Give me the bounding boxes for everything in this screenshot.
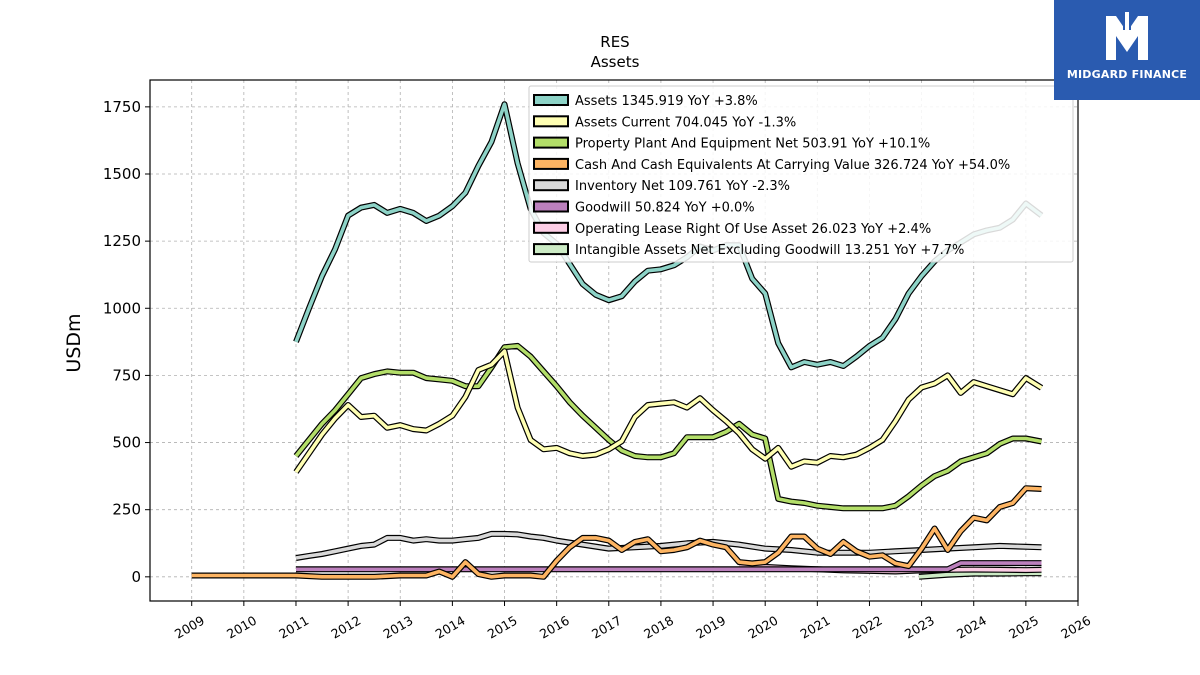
- y-tick-label: 1250: [103, 232, 141, 250]
- legend-entry: Operating Lease Right Of Use Asset 26.02…: [533, 221, 931, 237]
- series-line: [294, 349, 1043, 474]
- chart-title: RES: [600, 33, 629, 51]
- x-tick-label: 2016: [537, 613, 572, 642]
- x-tick-label: 2023: [902, 613, 937, 642]
- series-intangible-assets-net-excluding-goodwill: [918, 570, 1042, 580]
- x-tick-label: 2009: [172, 613, 207, 642]
- legend-entry: Property Plant And Equipment Net 503.91 …: [533, 136, 930, 152]
- legend-entry: Assets 1345.919 YoY +3.8%: [533, 94, 758, 109]
- y-axis-label: USDm: [63, 313, 85, 372]
- series-inventory-net: [295, 530, 1042, 561]
- legend-label: Property Plant And Equipment Net 503.91 …: [575, 137, 930, 152]
- series-cash-and-cash-equivalents-at-carrying-value: [191, 485, 1042, 580]
- x-tick-label: 2014: [433, 613, 468, 642]
- x-tick-label: 2010: [224, 613, 259, 642]
- legend-swatch: [533, 221, 569, 234]
- x-tick-label: 2013: [380, 613, 415, 642]
- y-tick-label: 1500: [103, 165, 141, 183]
- x-tick-label: 2022: [850, 613, 885, 642]
- x-tick-label: 2011: [276, 613, 311, 642]
- series-assets: [293, 101, 1044, 371]
- chart-subtitle: Assets: [591, 53, 640, 71]
- x-tick-label: 2015: [485, 613, 520, 642]
- legend-swatch: [533, 157, 569, 170]
- series-goodwill: [296, 560, 1042, 573]
- midgard-logo-mark-icon: [1106, 10, 1148, 60]
- legend-swatch: [533, 179, 569, 192]
- x-tick-label: 2026: [1058, 613, 1093, 642]
- legend-entry: Assets Current 704.045 YoY -1.3%: [533, 115, 796, 130]
- legend-entry: Goodwill 50.824 YoY +0.0%: [533, 200, 755, 216]
- logo-brand-text: MIDGARD FINANCE: [1066, 68, 1188, 81]
- legend-label: Inventory Net 109.761 YoY -2.3%: [575, 179, 790, 194]
- y-tick-label: 250: [112, 501, 141, 519]
- legend-label: Operating Lease Right Of Use Asset 26.02…: [575, 222, 931, 237]
- x-tick-label: 2019: [693, 613, 728, 642]
- x-tick-label: 2017: [589, 613, 624, 642]
- y-tick-label: 500: [112, 434, 141, 452]
- legend-box: [528, 85, 1074, 263]
- x-tick-label: 2020: [745, 613, 780, 642]
- legend-swatch: [533, 94, 569, 106]
- y-tick-label: 0: [131, 568, 141, 586]
- legend-label: Cash And Cash Equivalents At Carrying Va…: [575, 158, 1010, 173]
- y-tick-label: 750: [112, 366, 141, 384]
- legend-entry: Intangible Assets Net Excluding Goodwill…: [533, 243, 964, 258]
- y-tick-label: 1750: [103, 98, 141, 116]
- y-tick-label: 1000: [103, 299, 141, 317]
- series-line: [294, 344, 1042, 511]
- legend: Assets 1345.919 YoY +3.8% Assets Current …: [528, 85, 1074, 263]
- legend-swatch: [533, 243, 569, 256]
- series-assets-current: [293, 348, 1044, 474]
- legend-entry: Inventory Net 109.761 YoY -2.3%: [533, 179, 790, 194]
- legend-label: Intangible Assets Net Excluding Goodwill…: [575, 243, 964, 258]
- legend-swatch: [533, 200, 569, 213]
- series-property-plant-and-equipment-net: [293, 342, 1043, 512]
- series-line: [295, 532, 1042, 560]
- midgard-finance-logo: MIDGARD FINANCE: [1054, 0, 1200, 100]
- x-tick-label: 2024: [954, 613, 989, 642]
- legend-label: Goodwill 50.824 YoY +0.0%: [575, 201, 755, 216]
- plot-frame: [149, 79, 1079, 602]
- legend-label: Assets Current 704.045 YoY -1.3%: [575, 115, 796, 130]
- series-line: [191, 486, 1042, 579]
- legend-swatch: [533, 136, 569, 149]
- legend-swatch: [533, 115, 569, 128]
- series-line: [918, 571, 1042, 579]
- series-outline: [191, 485, 1042, 580]
- series-lines: [191, 101, 1044, 580]
- x-tick-label: 2012: [328, 613, 363, 642]
- legend-entry: Cash And Cash Equivalents At Carrying Va…: [533, 157, 1010, 173]
- series-line: [296, 561, 1042, 572]
- series-line: [294, 102, 1043, 370]
- x-tick-label: 2025: [1006, 613, 1041, 642]
- x-tick-label: 2021: [798, 613, 833, 642]
- x-tick-label: 2018: [641, 613, 676, 642]
- legend-label: Assets 1345.919 YoY +3.8%: [575, 94, 758, 109]
